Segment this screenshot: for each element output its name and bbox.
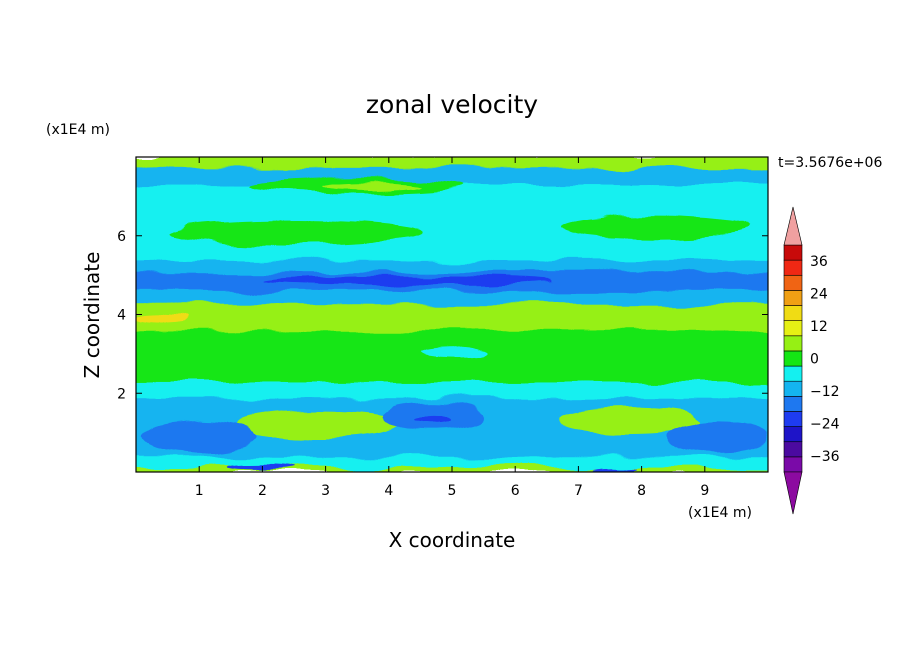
colorbar-tick-label: 0	[810, 352, 819, 368]
colorbar-tick-label: −36	[810, 449, 840, 465]
colorbar-tick-label: −12	[810, 384, 840, 400]
colorbar-under-arrow	[783, 471, 803, 515]
colorbar-box	[783, 456, 803, 473]
x-axis-unit-label: (x1E4 m)	[688, 505, 752, 521]
field-blob-14	[420, 347, 484, 357]
colorbar-box	[783, 259, 803, 276]
field-blob-3	[616, 414, 667, 423]
x-tick-label: 8	[637, 483, 646, 499]
field-band-3	[136, 380, 768, 399]
x-tick-label: 9	[700, 483, 709, 499]
colorbar-box	[783, 274, 803, 291]
colorbar-box	[783, 320, 803, 337]
colorbar-box	[783, 441, 803, 458]
field-blob-5	[414, 414, 452, 423]
y-tick-label: 2	[117, 386, 126, 402]
colorbar-tick-label: 24	[810, 287, 828, 303]
field-blob-1	[256, 414, 332, 427]
field-band-1	[136, 455, 768, 468]
x-axis-label: X coordinate	[389, 528, 516, 552]
field-blob-7	[666, 420, 768, 453]
colorbar-box	[783, 396, 803, 412]
colorbar-box	[783, 426, 803, 443]
colorbar-box	[783, 244, 803, 261]
colorbar-box	[783, 365, 803, 382]
time-label: t=3.5676e+06	[778, 155, 882, 171]
chart-title: zonal velocity	[366, 90, 538, 119]
colorbar-box	[783, 335, 803, 352]
colorbar-box	[783, 290, 803, 306]
colorbar-tick-label: 12	[810, 319, 828, 335]
colorbar-tick-label: 36	[810, 254, 828, 270]
y-axis-unit-label: (x1E4 m)	[46, 122, 110, 138]
x-tick-label: 3	[321, 483, 330, 499]
field-blob-13	[262, 276, 554, 286]
colorbar-box	[783, 411, 803, 427]
y-axis-ticks: 2 4 6	[117, 229, 768, 402]
y-tick-label: 4	[117, 308, 126, 324]
colorbar: 36 24 12 0 −12 −24 −36	[783, 206, 840, 515]
field-blob-16	[559, 216, 750, 240]
colorbar-box	[783, 305, 803, 321]
field-band-6	[136, 289, 768, 304]
x-tick-label: 1	[195, 483, 204, 499]
x-tick-label: 5	[448, 483, 457, 499]
colorbar-box	[783, 380, 803, 397]
field-blob-9	[591, 465, 642, 472]
y-axis-label: Z coordinate	[80, 252, 104, 379]
x-tick-label: 6	[511, 483, 520, 499]
velocity-field	[136, 157, 768, 472]
field-blob-11	[319, 182, 421, 191]
field-blob-12	[136, 313, 187, 324]
y-tick-label: 6	[117, 229, 126, 245]
colorbar-box	[783, 350, 803, 367]
x-tick-label: 7	[574, 483, 583, 499]
field-blob-15	[167, 220, 421, 244]
x-axis-ticks: 1 2 3 4 5 6 7 8 9	[195, 157, 709, 499]
field-band-5	[136, 301, 768, 332]
x-tick-label: 2	[258, 483, 267, 499]
colorbar-tick-label: −24	[810, 416, 840, 432]
field-band-8	[136, 258, 768, 273]
colorbar-over-arrow	[783, 206, 803, 246]
field-blob-6	[142, 420, 257, 453]
x-tick-label: 4	[384, 483, 393, 499]
field-band-11	[136, 165, 768, 186]
